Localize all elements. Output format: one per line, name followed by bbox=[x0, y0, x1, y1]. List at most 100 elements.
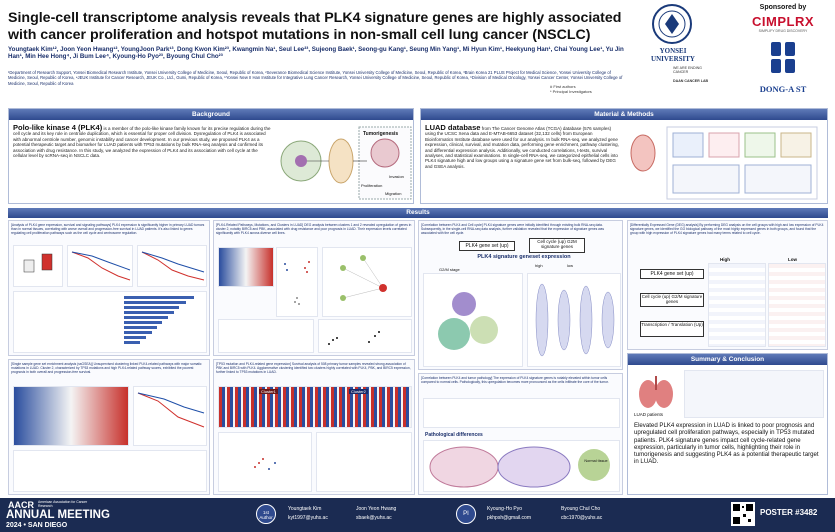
background-heading: Background bbox=[9, 109, 413, 120]
author-list: Youngtaek Kim¹², Joon Yeon Hwang¹², Youn… bbox=[8, 46, 624, 60]
panel3-umap-plot bbox=[423, 273, 523, 367]
result-panel-expression-survival: [Analysis of PLK4 gene expression, survi… bbox=[8, 220, 210, 356]
panel5-heatmap bbox=[13, 386, 129, 446]
panel3-box-cell-cycle: Cell cycle (up) G2M signature genes bbox=[529, 238, 585, 253]
panel1-text: [Analysis of PLK4 gene expression, survi… bbox=[11, 223, 205, 235]
diagram-label-tumorigenesis: Tumorigenesis bbox=[363, 131, 398, 137]
panel2-network bbox=[322, 247, 412, 317]
poster-header: Single-cell transcriptome analysis revea… bbox=[0, 0, 835, 100]
panel2-survival-plots bbox=[218, 319, 314, 353]
panel7-text: [Correlation between PLK4 and tumor path… bbox=[421, 376, 609, 384]
university-name: YONSEI UNIVERSITY bbox=[651, 47, 695, 63]
panel4-box-cell-cycle: Cell cycle (up) G2/M signature genes bbox=[640, 293, 704, 307]
author2-email: sbaek@yuhs.ac bbox=[356, 515, 392, 521]
panel1-pathway-barchart bbox=[13, 291, 207, 353]
background-lead: Polo-like kinase 4 (PLK4) bbox=[13, 123, 103, 132]
meeting-location: 2024 • SAN DIEGO bbox=[6, 522, 68, 529]
panel1-boxplot bbox=[13, 245, 63, 287]
methods-workflow-figure bbox=[630, 126, 818, 200]
poster-title: Single-cell transcriptome analysis revea… bbox=[8, 10, 622, 43]
panel7-normal-tissue-label: Normal tissue bbox=[584, 459, 608, 463]
panel3-box-plk4-gene-set: PLK4 gene set (up) bbox=[459, 241, 515, 251]
pi1-email: pkhpsh@gmail.com bbox=[487, 515, 531, 521]
lungs-icon bbox=[639, 376, 673, 408]
pi1-name: Kyoung-Ho Pyo bbox=[487, 506, 523, 512]
result-panel-pathology: [Correlation between PLK4 and tumor path… bbox=[418, 373, 623, 495]
poster-footer: AACR American Association for Cancer Res… bbox=[0, 498, 835, 532]
background-diagram: Tumorigenesis Proliferation Invasion Mig… bbox=[280, 126, 412, 200]
result-panel-cell-cycle: [Correlation between PLK4 and Cell cycle… bbox=[418, 220, 623, 370]
pi2-email: cbc1970@yuhs.ac bbox=[561, 515, 603, 521]
annual-meeting-label: ANNUAL MEETING bbox=[6, 509, 110, 521]
panel2-scatter-plots bbox=[318, 319, 412, 353]
panel5-survival-plots bbox=[133, 386, 207, 446]
panel6-cluster1-label: Cluster1 bbox=[259, 389, 278, 394]
sponsored-by-label: Sponsored by bbox=[759, 4, 807, 11]
panel7-pathology-label: Pathological differences bbox=[425, 432, 483, 438]
lab-name: DAAN CANCER LAB bbox=[673, 79, 709, 83]
author-notes: # First authors * Principal Investigator… bbox=[550, 84, 592, 94]
panel3-high-label: high bbox=[535, 263, 543, 268]
author1-email: kyt1997@yuhs.ac bbox=[288, 515, 328, 521]
author2-name: Joon Yeon Hwang bbox=[356, 506, 397, 512]
background-text: Polo-like kinase 4 (PLK4) is a member of… bbox=[13, 123, 273, 159]
diagram-label-migration: Migration bbox=[385, 191, 401, 196]
panel3-figure-title: PLK4 signature geneset expression bbox=[477, 254, 571, 260]
panel1-survival-plot-2 bbox=[137, 245, 207, 287]
background-body: is a member of the polo-like kinase fami… bbox=[13, 126, 271, 159]
methods-heading: Material & Methods bbox=[421, 109, 827, 120]
sponsor-tagline: SIMPLIFY DRUG DISCOVERY bbox=[758, 29, 808, 33]
panel6-contingency-table bbox=[316, 432, 412, 492]
summary-conclusion: Elevated PLK4 expression in LUAD is link… bbox=[634, 422, 819, 466]
summary-section: Summary & Conclusion LUAD patients Eleva… bbox=[627, 353, 828, 495]
pi2-name: Byoung Chul Cho bbox=[561, 506, 601, 512]
aacr-logo: AACR bbox=[8, 500, 34, 510]
summary-luad-label: LUAD patients bbox=[634, 412, 664, 417]
results-heading: Results bbox=[8, 208, 828, 218]
panel4-box-transcription: Transcription / Translation (Up) bbox=[640, 321, 704, 337]
panel7-pathology-figure: Normal tissue bbox=[423, 440, 620, 492]
aacr-org-name: American Association for Cancer Research bbox=[38, 500, 88, 508]
panel3-text: [Correlation between PLK4 and Cell cycle… bbox=[421, 223, 605, 235]
sponsor-cimplrx-logo: CIMPLRX bbox=[752, 14, 814, 29]
result-panel-deg: [Differentially Expressed Gene (DEG) ana… bbox=[627, 220, 828, 350]
panel5-boxplots bbox=[13, 450, 207, 492]
panel2-volcano-plot bbox=[276, 247, 318, 317]
panel4-low-label: Low bbox=[788, 257, 797, 262]
qr-code-icon bbox=[731, 502, 755, 526]
diagram-label-invasion: Invasion bbox=[389, 174, 404, 179]
yonsei-seal-logo bbox=[652, 4, 692, 44]
panel5-text: [Single sample gene set enrichment analy… bbox=[11, 362, 202, 374]
methods-lead: LUAD database bbox=[425, 123, 481, 132]
author1-name: Youngtaek Kim bbox=[288, 506, 322, 512]
university-slogan: WE ARE ENDING CANCER bbox=[673, 66, 702, 74]
logo-area: YONSEI UNIVERSITY WE ARE ENDING CANCER D… bbox=[640, 0, 835, 100]
panel3-g2m-label: G2/M stage bbox=[439, 267, 460, 272]
summary-heading: Summary & Conclusion bbox=[628, 354, 827, 365]
summary-diagram bbox=[684, 370, 824, 418]
result-panel-pathways-clusters: [PLK4-Related Pathways, Mutations, and C… bbox=[213, 220, 415, 356]
panel2-text: [PLK4-Related Pathways, Mutations, and C… bbox=[216, 223, 412, 235]
poster-number: POSTER #3482 bbox=[760, 508, 818, 517]
background-section: Background Polo-like kinase 4 (PLK4) is … bbox=[8, 108, 414, 204]
affiliations: ¹Department of Research Support, Yonsei … bbox=[8, 70, 623, 86]
panel7-dotplot bbox=[423, 398, 620, 428]
title-block: Single-cell transcriptome analysis revea… bbox=[0, 0, 640, 100]
panel4-text: [Differentially Expressed Gene (DEG) ana… bbox=[630, 223, 824, 235]
methods-section: Material & Methods LUAD database from Th… bbox=[420, 108, 828, 204]
panel3-violin-plots bbox=[527, 273, 621, 367]
diagram-label-proliferation: Proliferation bbox=[361, 183, 382, 188]
methods-text: LUAD database from The Cancer Genome Atl… bbox=[425, 123, 621, 169]
panel6-cluster-heatmap: Cluster1 Cluster2 bbox=[218, 386, 412, 428]
panel6-cluster2-label: Cluster2 bbox=[349, 389, 368, 394]
pi-badge: PI bbox=[456, 504, 476, 524]
panel3-low-label: low bbox=[567, 263, 574, 268]
panel1-survival-plot-1 bbox=[67, 245, 133, 287]
panel6-3d-scatter bbox=[218, 432, 312, 492]
result-panel-ssgsea: [Single sample gene set enrichment analy… bbox=[8, 359, 210, 495]
methods-body: from The Cancer Genome Atlas (TCGA) data… bbox=[425, 126, 619, 169]
result-panel-tp53: [TP53 mutation and PLK4-related gene exp… bbox=[213, 359, 415, 495]
panel2-heatmap bbox=[218, 247, 274, 287]
panel4-high-label: High bbox=[720, 257, 730, 262]
panel4-go-table-high bbox=[708, 263, 766, 347]
